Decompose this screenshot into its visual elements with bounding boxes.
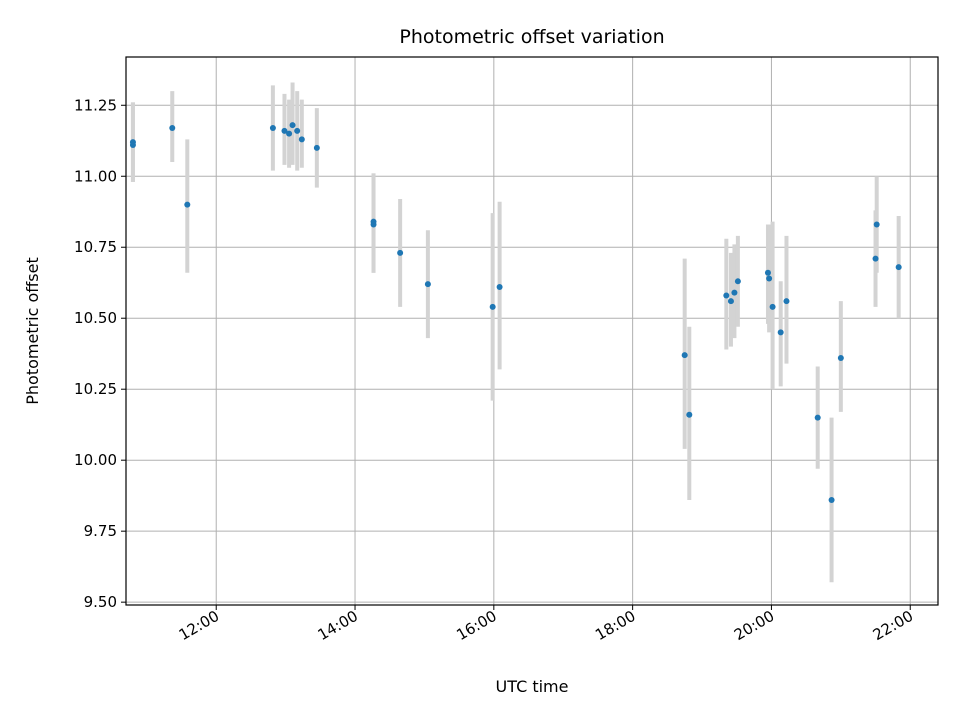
data-point: [289, 122, 296, 129]
data-points: [129, 122, 902, 503]
data-point: [764, 269, 771, 276]
y-tick-label: 9.50: [84, 593, 117, 611]
data-point: [370, 218, 377, 225]
data-point: [777, 329, 784, 336]
data-point: [686, 411, 693, 418]
data-point: [281, 127, 288, 134]
y-tick-label: 10.00: [74, 451, 117, 469]
y-tick-label: 11.00: [74, 167, 117, 185]
data-point: [424, 281, 431, 288]
data-point: [397, 249, 404, 256]
y-axis-label: Photometric offset: [23, 257, 42, 405]
data-point: [731, 289, 738, 296]
data-point: [286, 130, 293, 137]
data-point: [129, 142, 136, 149]
x-axis-label: UTC time: [496, 677, 569, 696]
data-point: [269, 124, 276, 131]
y-tick-label: 10.25: [74, 380, 117, 398]
data-point: [184, 201, 191, 208]
data-point: [298, 136, 305, 143]
data-point: [814, 414, 821, 421]
data-point: [734, 278, 741, 285]
data-point: [496, 283, 503, 290]
data-point: [837, 354, 844, 361]
chart-title: Photometric offset variation: [399, 26, 664, 48]
plot-frame: [125, 56, 939, 606]
data-point: [294, 127, 301, 134]
data-point: [873, 221, 880, 228]
y-tick-label: 10.50: [74, 309, 117, 327]
y-tick-label: 11.25: [74, 96, 117, 114]
data-point: [681, 352, 688, 359]
data-point: [313, 144, 320, 151]
data-point: [723, 292, 730, 299]
data-point: [872, 255, 879, 262]
data-point: [489, 303, 496, 310]
data-point: [895, 264, 902, 271]
data-point: [783, 298, 790, 305]
data-point: [828, 496, 835, 503]
y-tick-label: 9.75: [84, 522, 117, 540]
data-point: [769, 303, 776, 310]
data-point: [727, 298, 734, 305]
data-point: [169, 124, 176, 131]
data-point: [766, 275, 773, 282]
y-tick-label: 10.75: [74, 238, 117, 256]
